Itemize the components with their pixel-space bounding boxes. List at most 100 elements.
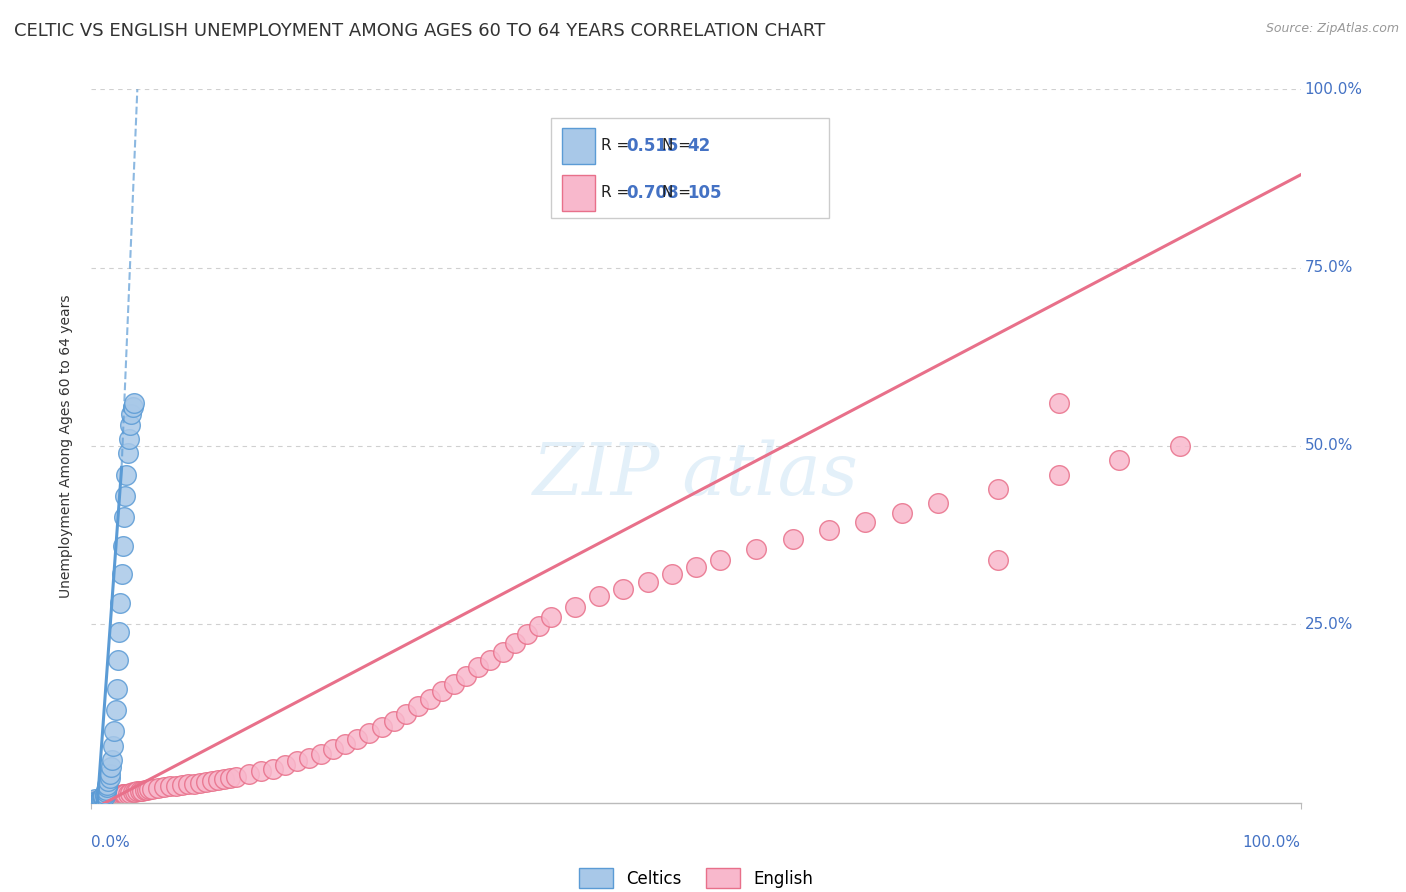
Point [1108,453,1130,467]
Legend: Celtics, English: Celtics, English [572,862,820,892]
Point [183,776,205,790]
Point [108,789,131,803]
Point [117,446,139,460]
Point [121,785,143,799]
Point [98,790,121,805]
Text: 50.0%: 50.0% [1305,439,1353,453]
Point [177,777,200,791]
Point [94,783,117,797]
Point [83,794,105,808]
Point [491,644,513,658]
Point [97,774,120,789]
Text: N =: N = [662,138,696,153]
Point [86,794,108,808]
Point [93,789,115,804]
Point [165,779,187,793]
Point [84,792,107,806]
Point [84,794,107,808]
Point [136,783,159,797]
Point [105,681,128,696]
Text: 0.515: 0.515 [626,136,678,154]
Point [93,790,115,805]
Point [87,794,110,808]
Point [114,489,136,503]
Point [262,762,284,776]
Point [564,599,586,614]
Point [107,789,129,803]
Point [111,567,132,582]
Point [120,407,142,421]
Point [122,396,145,410]
Point [89,793,111,807]
Point [104,789,127,804]
Point [112,510,135,524]
Point [131,783,153,797]
Point [335,737,357,751]
Point [309,747,332,762]
Point [117,787,139,801]
Point [101,753,124,767]
Point [110,788,132,802]
Point [1047,396,1070,410]
Point [94,791,117,805]
Point [90,793,112,807]
Point [430,684,453,698]
Point [249,764,271,779]
Point [146,780,169,795]
Point [128,784,150,798]
Point [98,767,121,781]
Point [121,400,143,414]
Text: 42: 42 [688,136,710,154]
Point [94,791,117,805]
Point [120,786,142,800]
Point [100,760,122,774]
Point [94,785,117,799]
Text: 75.0%: 75.0% [1305,260,1353,275]
Point [127,784,149,798]
Point [111,788,132,802]
Text: N =: N = [662,186,696,200]
Point [90,792,112,806]
Point [890,506,912,520]
Point [159,780,181,794]
Point [91,791,114,805]
Point [370,720,392,734]
Text: R =: R = [600,138,634,153]
Point [87,794,110,808]
Point [298,751,321,765]
Point [987,482,1010,496]
Point [84,794,107,808]
Point [89,793,111,807]
Point [516,627,538,641]
Point [96,790,118,805]
Point [346,731,368,746]
Point [172,778,194,792]
Point [419,692,441,706]
Point [153,780,176,794]
Point [188,776,211,790]
Point [114,787,136,801]
Point [141,781,163,796]
Point [124,785,146,799]
Point [89,793,111,807]
Point [111,787,134,801]
Text: 105: 105 [688,184,721,202]
Point [745,542,768,557]
Y-axis label: Unemployment Among Ages 60 to 64 years: Unemployment Among Ages 60 to 64 years [59,294,73,598]
Point [685,560,707,574]
Point [96,778,118,792]
Point [110,596,132,610]
Point [219,771,242,785]
Point [479,653,502,667]
Point [238,767,260,781]
Point [103,789,125,804]
Point [120,417,142,432]
Point [103,724,125,739]
Point [214,772,236,787]
Point [709,553,731,567]
Point [118,432,141,446]
Point [382,714,405,728]
Text: 0.708: 0.708 [626,184,679,202]
Point [322,742,344,756]
Text: R =: R = [600,186,634,200]
